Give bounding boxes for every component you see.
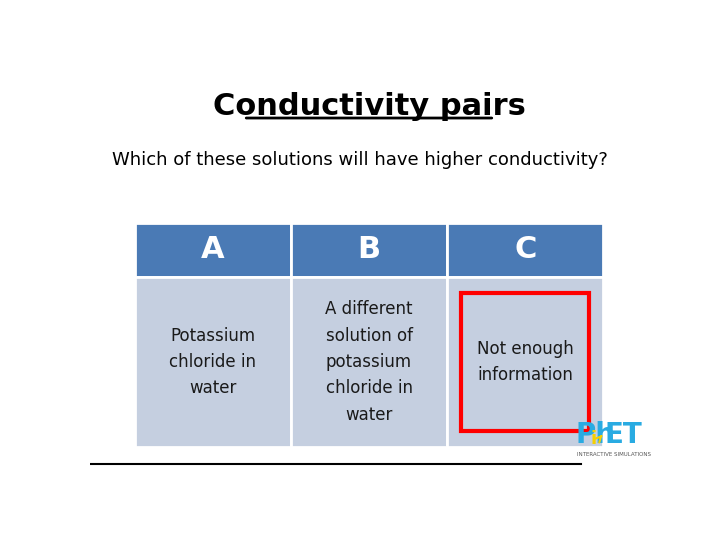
Text: B: B	[357, 235, 381, 265]
Text: C: C	[514, 235, 536, 265]
Text: Conductivity pairs: Conductivity pairs	[212, 92, 526, 121]
Text: Which of these solutions will have higher conductivity?: Which of these solutions will have highe…	[112, 151, 608, 170]
Text: i: i	[591, 430, 597, 448]
Text: Potassium
chloride in
water: Potassium chloride in water	[169, 327, 256, 397]
Bar	[135, 277, 291, 447]
Bar	[461, 294, 590, 431]
Bar	[447, 277, 603, 447]
Text: Not enough
information: Not enough information	[477, 340, 574, 384]
Bar	[291, 223, 447, 277]
Bar	[447, 223, 603, 277]
Text: A different
solution of
potassium
chloride in
water: A different solution of potassium chlori…	[325, 300, 413, 424]
Bar	[291, 277, 447, 447]
Text: A: A	[201, 235, 225, 265]
Text: INTERACTIVE SIMULATIONS: INTERACTIVE SIMULATIONS	[577, 453, 651, 457]
Text: ET: ET	[605, 421, 642, 449]
Bar	[135, 223, 291, 277]
Text: Ph: Ph	[575, 421, 616, 449]
